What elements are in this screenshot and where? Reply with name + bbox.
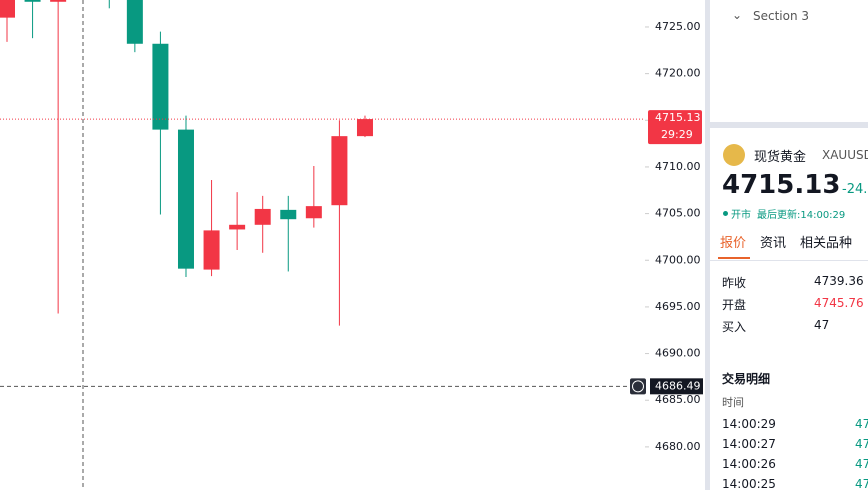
band [710,122,868,128]
divider [705,0,710,490]
chart: 4725.004720.004715.004710.004705.004700.… [0,0,705,490]
candle-body [152,43,169,130]
trade-price: 47 [855,477,868,490]
trade-price: 47 [855,437,868,451]
y-tick-label: 4700.00 [655,253,701,266]
sidebar: ⌄ Section 3 现货黄金 XAUUSD 4715.13 -24.23 开… [710,0,868,490]
row-value: 4745.76 [814,296,864,310]
candle-body [305,206,322,219]
crosshair-label: 4686.49 [655,379,701,392]
crosshair-plus [632,380,644,393]
status: 开市 [731,210,751,221]
status-dot [723,211,728,216]
y-tick-label: 4720.00 [655,67,701,80]
candle-body [254,208,271,225]
chevron[interactable]: ⌄ [732,8,743,22]
last-price-box [648,110,702,145]
trade-time: 14:00:29 [722,417,776,431]
y-tick-label: 4685.00 [655,393,701,406]
row-label: 买入 [722,320,747,334]
row-label: 昨收 [722,276,747,290]
tab[interactable]: 相关品种 [800,236,853,251]
symbol-name: 现货黄金 [754,150,807,165]
symbol-icon [723,144,745,166]
countdown: 29:29 [661,128,693,141]
trades-header: 时间 [722,396,744,409]
tab-rule [710,260,868,261]
y-tick-label: 4680.00 [655,440,701,453]
row-value: 4739.36 [814,274,864,288]
candle-body [24,0,41,2]
last-price-label: 4715.13 [655,111,701,124]
y-tick-label: 4690.00 [655,347,701,360]
candle-body [229,224,246,230]
trade-time: 14:00:26 [722,457,776,471]
section-title[interactable]: Section 3 [753,9,810,23]
candle-body [203,230,220,270]
y-tick-label: 4705.00 [655,207,701,220]
candle-body [177,129,194,269]
crosshair-box [650,378,703,395]
candle-body [280,209,297,220]
trade-time: 14:00:27 [722,437,776,451]
trade-time: 14:00:25 [722,477,776,490]
candle-body [331,136,348,206]
symbol-code: XAUUSD [822,148,868,162]
row-value: 47 [814,318,830,332]
price: 4715.13 [722,170,841,200]
tab-underline [718,257,750,259]
trades-title: 交易明细 [722,372,771,386]
candle-body [0,0,15,18]
row-label: 开盘 [722,298,747,312]
y-tick-label: 4710.00 [655,160,701,173]
tab[interactable]: 资讯 [760,236,787,251]
y-tick-label: 4725.00 [655,20,701,33]
price-axis [645,0,705,490]
change: -24.23 [842,182,868,197]
candle-body [356,119,373,137]
trade-price: 47 [855,457,868,471]
y-tick-label: 4695.00 [655,300,701,313]
trade-price: 47 [855,417,868,431]
candle-body [50,0,67,2]
updated: 最后更新:14:00:29 [757,210,846,221]
tab[interactable]: 报价 [720,236,747,251]
candle-body [126,0,143,44]
